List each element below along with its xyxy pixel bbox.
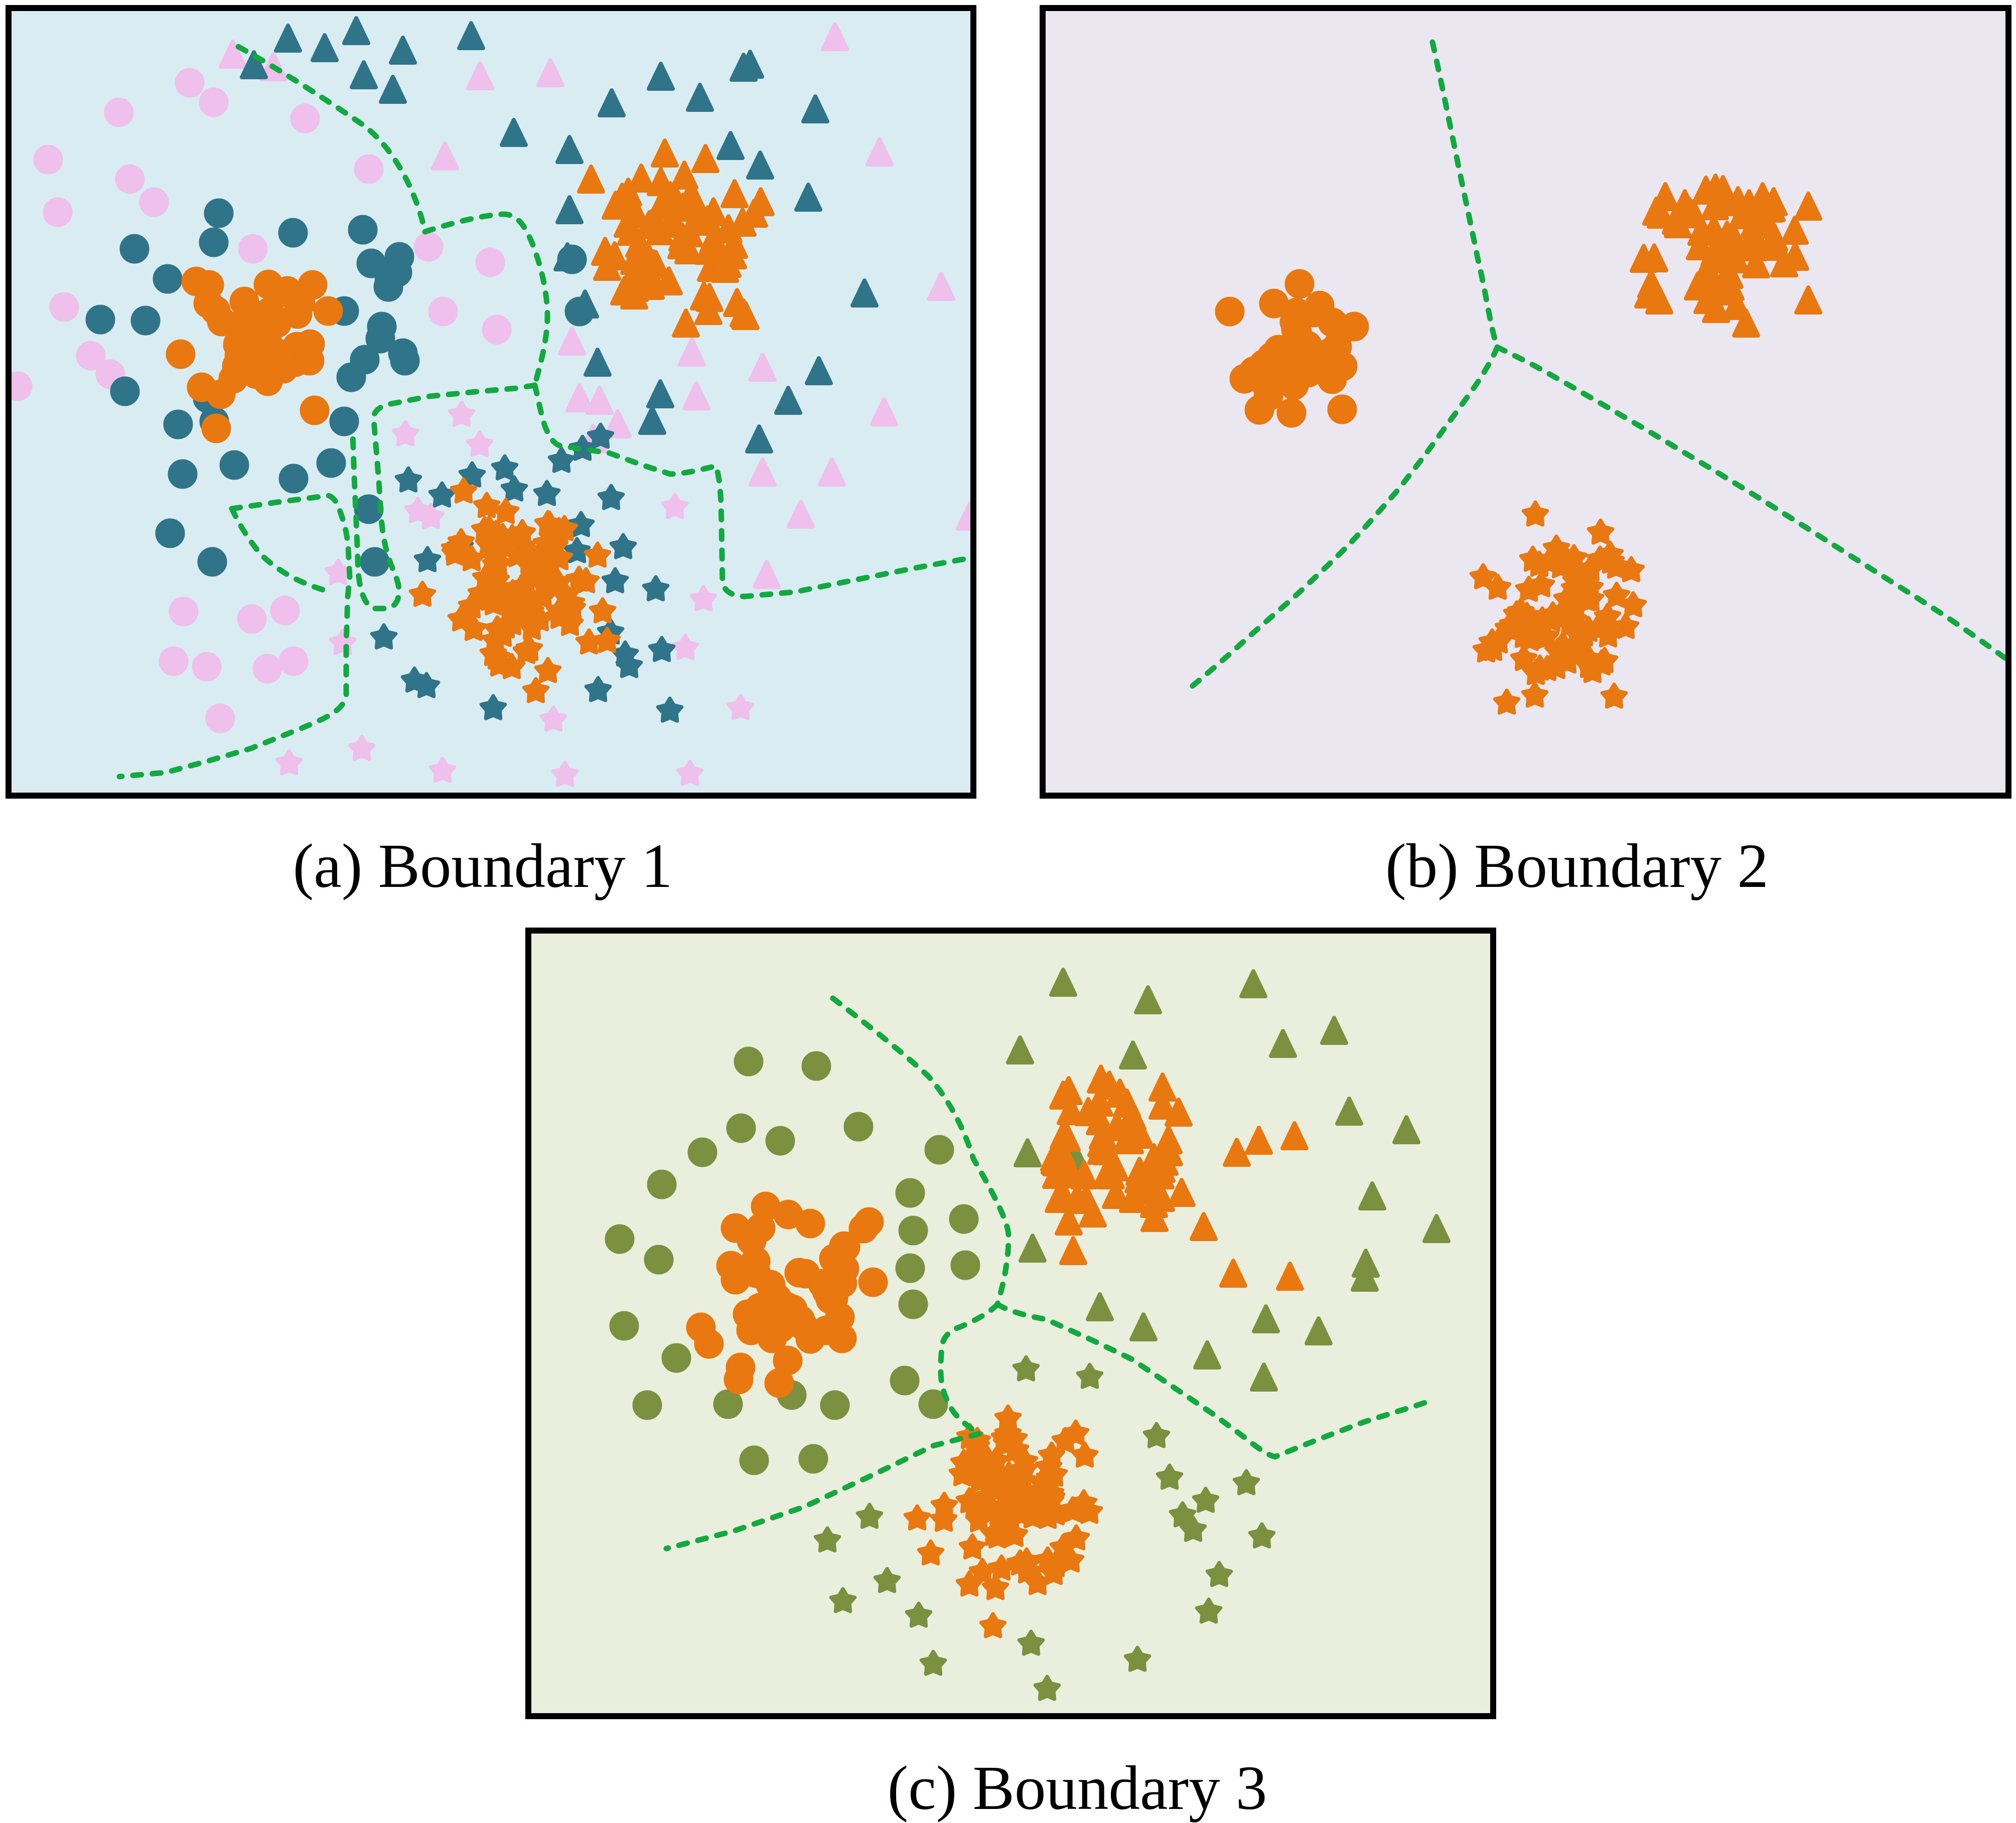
svg-text:(a) Boundary 1: (a) Boundary 1 — [293, 832, 673, 901]
svg-text:(c) Boundary 3: (c) Boundary 3 — [888, 1754, 1267, 1823]
svg-text:(b) Boundary 2: (b) Boundary 2 — [1385, 832, 1769, 901]
